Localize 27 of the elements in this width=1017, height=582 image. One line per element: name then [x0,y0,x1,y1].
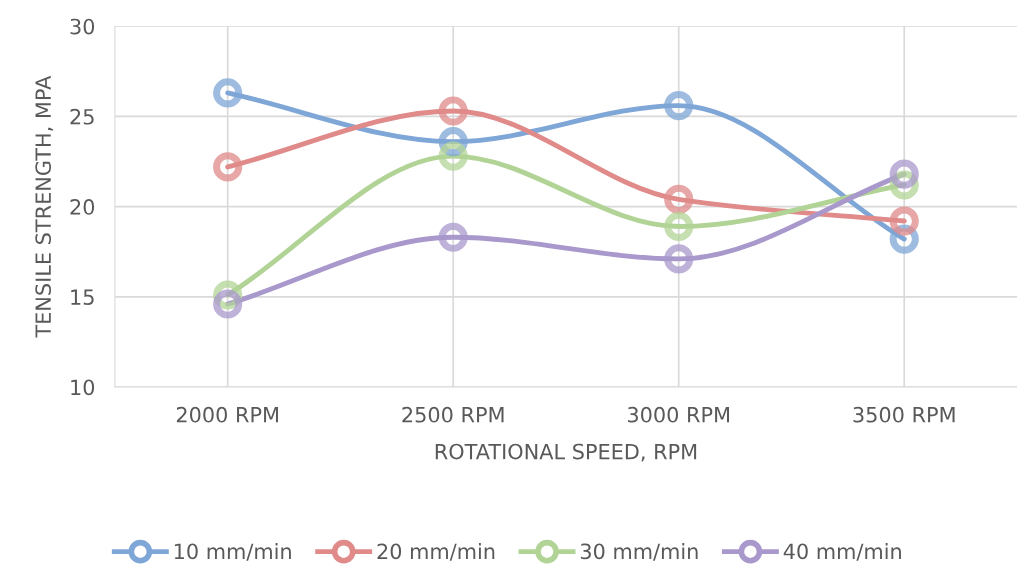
point [889,159,919,189]
point [213,152,243,182]
legend-label: 20 mm/min [377,543,495,561]
point [664,90,694,121]
point [664,244,694,274]
y-tick-label: 20 [70,199,95,215]
legend-label: 10 mm/min [174,543,291,561]
y-axis-title: TENSILE STRENGTH, MPA [35,75,54,338]
point [213,78,243,108]
point [438,141,468,171]
x-axis-title: ROTATIONAL SPEED, RPM [435,443,697,462]
point [213,289,243,319]
legend-label: 40 mm/min [783,543,901,561]
x-tick-label: 3500 RPM [853,406,955,423]
y-tick-label: 10 [71,379,95,396]
x-tick-label: 2500 RPM [402,406,504,423]
x-tick-label: 2000 RPM [176,406,278,423]
point [889,206,919,236]
y-tick-label: 15 [71,289,94,306]
point [664,184,694,214]
point [438,222,468,252]
legend-label: 30 mm/min [580,543,698,561]
y-tick-label: 25 [70,108,94,125]
x-tick-label: 3000 RPM [627,406,730,423]
point [438,96,468,126]
point [664,211,694,242]
y-tick-label: 30 [70,18,95,35]
